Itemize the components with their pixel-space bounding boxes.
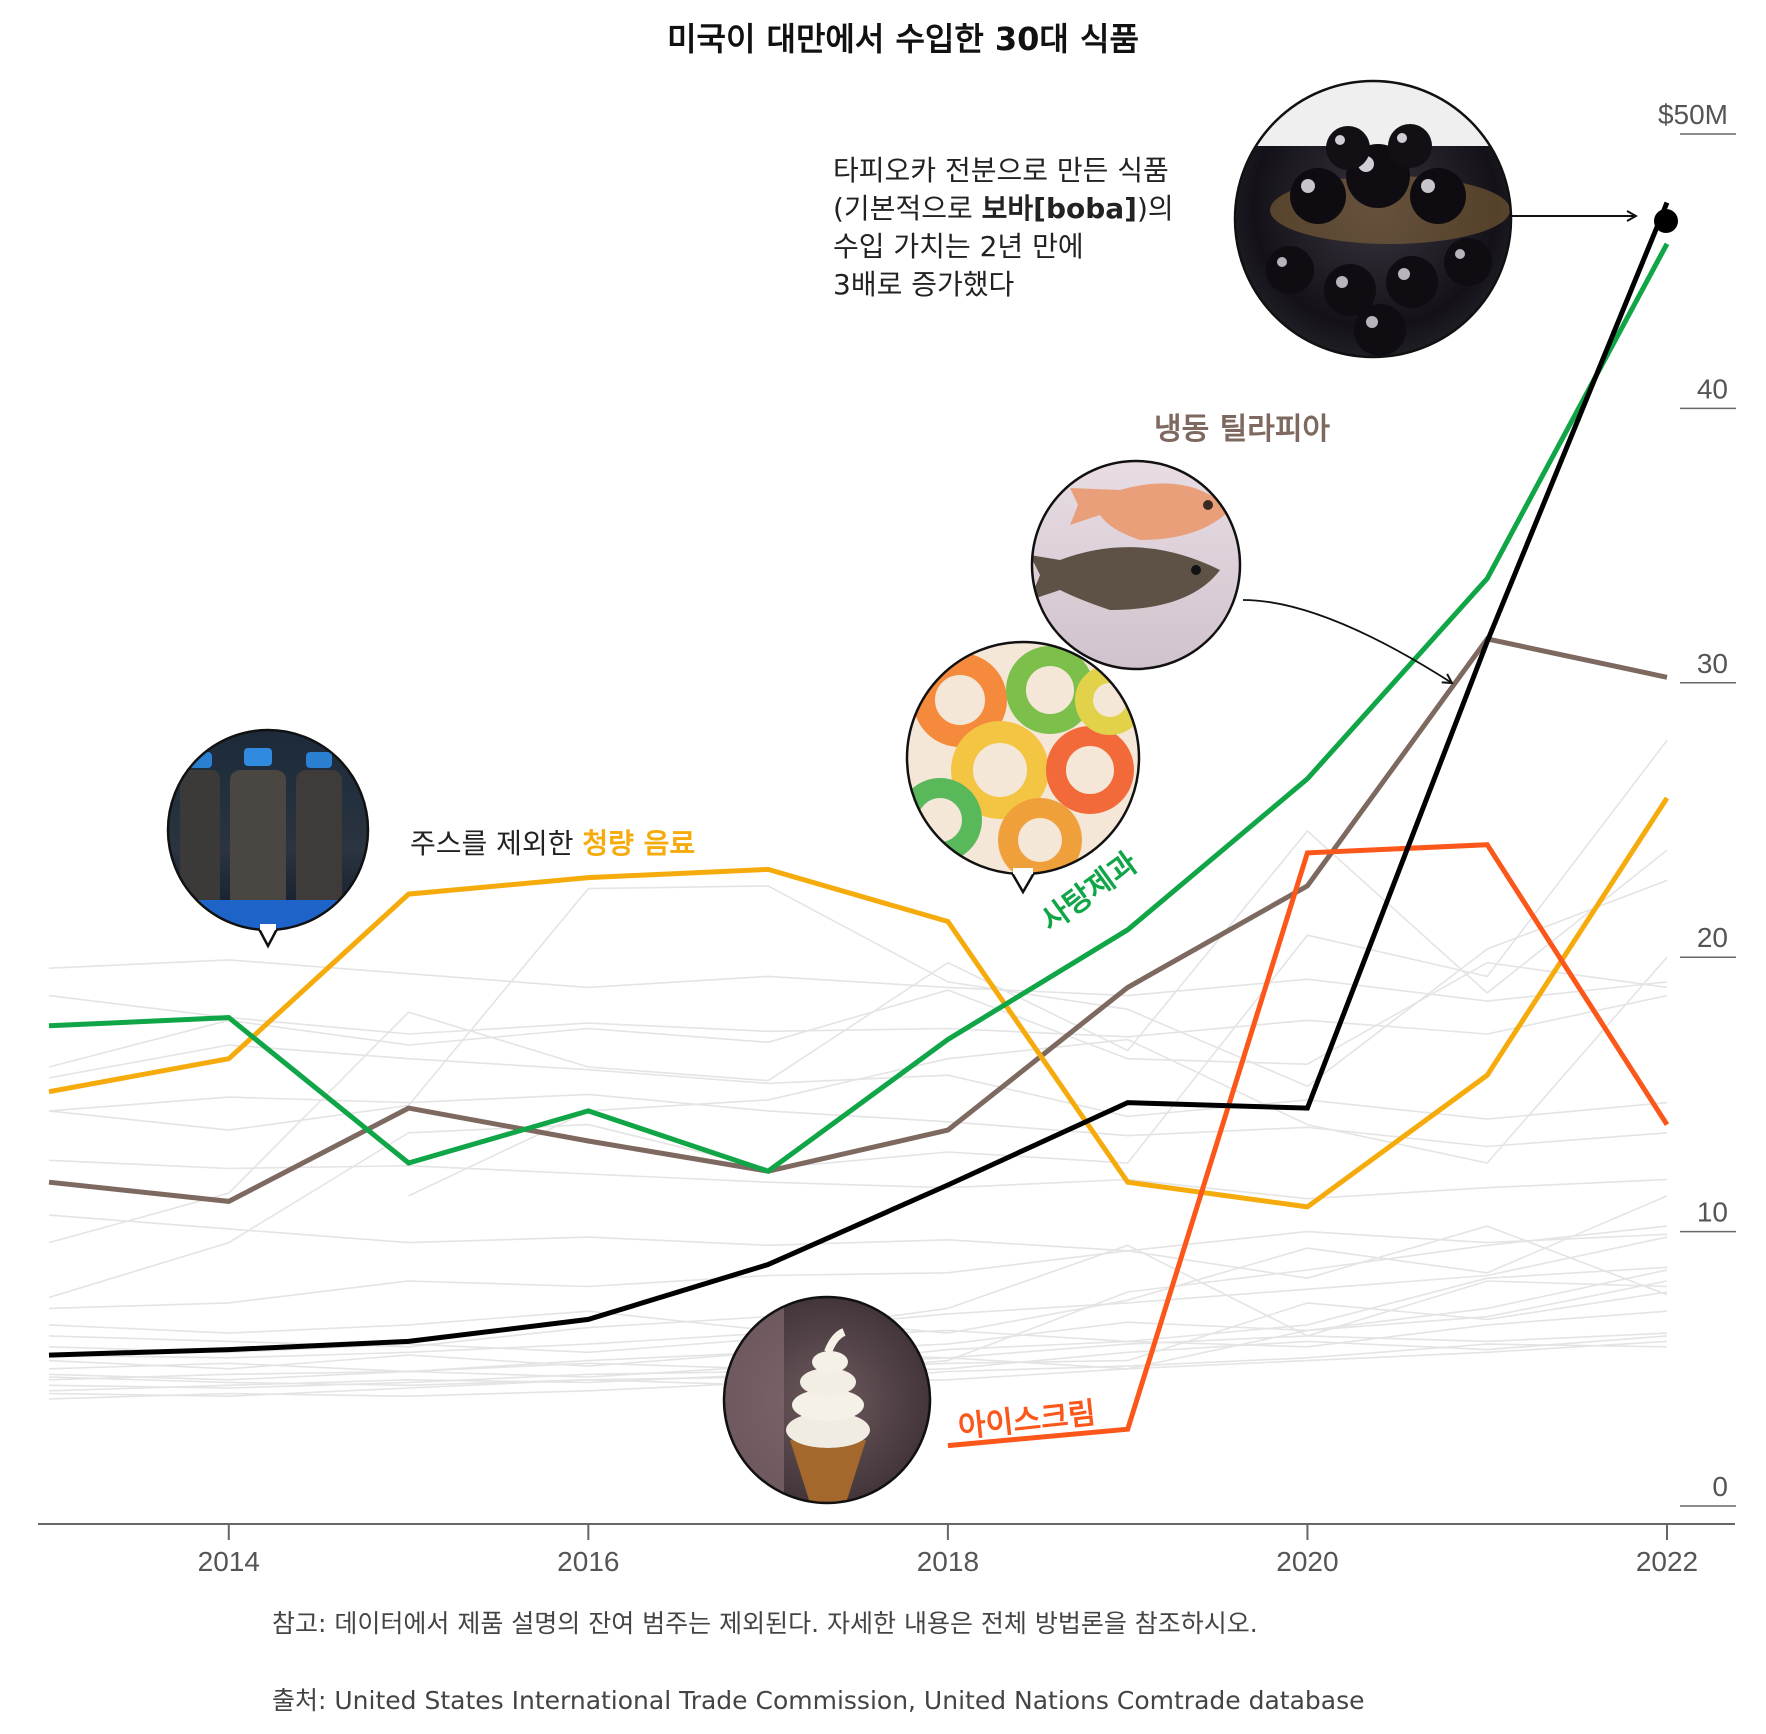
- background-series-line: [48, 829, 1668, 1244]
- series-line-candy: [48, 242, 1670, 1174]
- boba-photo: [1233, 79, 1513, 359]
- y-tick-label: 20: [1697, 922, 1728, 953]
- boba-text-line-1: 타피오카 전분으로 만든 식품: [833, 154, 1169, 187]
- soft-drinks-label: 주스를 제외한 청량 음료: [410, 827, 695, 860]
- highlight-lines: [48, 201, 1670, 1449]
- y-axis: $50M 40 30 20 10 0: [1658, 99, 1736, 1507]
- y-tick-label: 40: [1697, 373, 1728, 404]
- x-axis: 2014 2016 2018 2020 2022: [38, 1523, 1735, 1577]
- background-series-line: [48, 1093, 1668, 1148]
- x-tick-label: 2022: [1636, 1546, 1698, 1577]
- series-line-soft-drinks: [48, 796, 1670, 1210]
- note-text: 참고: 데이터에서 제품 설명의 잔여 범주는 제외된다. 자세한 내용은 전체…: [272, 1609, 1258, 1638]
- series-line-ice-cream: [947, 842, 1670, 1449]
- series-line-boba: [48, 201, 1670, 1358]
- ice-cream-label: 아이스크림: [957, 1396, 1098, 1445]
- background-series-line: [48, 739, 1668, 1299]
- x-tick-label: 2016: [557, 1546, 619, 1577]
- x-tick-label: 2020: [1276, 1546, 1338, 1577]
- tilapia-label: 냉동 틸라피아: [1154, 412, 1330, 447]
- background-series-line: [48, 959, 1668, 1002]
- x-tick-label: 2014: [198, 1546, 260, 1577]
- chart-title: 미국이 대만에서 수입한 30대 식품: [667, 20, 1139, 58]
- tilapia-arrow: [1242, 599, 1452, 683]
- background-series-line: [48, 961, 1668, 1068]
- background-series-line: [48, 994, 1668, 1038]
- boba-endpoint-dot: [1654, 209, 1678, 233]
- background-series-line: [48, 879, 1668, 1131]
- y-tick-label: $50M: [1658, 99, 1728, 130]
- soft-drink-photo: [166, 728, 370, 949]
- background-series-line: [48, 1159, 1668, 1200]
- series-line-tilapia: [48, 636, 1668, 1204]
- boba-text-pre: (기본적으로: [833, 192, 982, 225]
- boba-annotation: 타피오카 전분으로 만든 식품 (기본적으로 보바[boba])의 수입 가치는…: [833, 154, 1678, 301]
- ice-cream-photo: [722, 1295, 932, 1505]
- boba-text-line-2: (기본적으로 보바[boba])의: [833, 192, 1174, 225]
- y-tick-label: 0: [1712, 1471, 1728, 1502]
- source-text: 출처: United States International Trade Co…: [272, 1686, 1365, 1715]
- soft-drinks-prefix: 주스를 제외한: [410, 827, 582, 860]
- boba-text-line-3: 수입 가치는 2년 만에: [833, 230, 1084, 263]
- boba-text-post: )의: [1137, 192, 1174, 225]
- y-tick-label: 10: [1697, 1197, 1728, 1228]
- tilapia-photo: [1030, 459, 1242, 671]
- soft-drinks-name: 청량 음료: [582, 827, 695, 860]
- background-series-line: [48, 1225, 1668, 1310]
- background-series-line: [408, 956, 1668, 1197]
- boba-text-line-4: 3배로 증가했다: [833, 268, 1014, 301]
- boba-text-bold: 보바[boba]: [982, 192, 1137, 225]
- x-tick-label: 2018: [917, 1546, 979, 1577]
- y-tick-label: 30: [1697, 648, 1728, 679]
- background-series-line: [48, 1214, 1668, 1252]
